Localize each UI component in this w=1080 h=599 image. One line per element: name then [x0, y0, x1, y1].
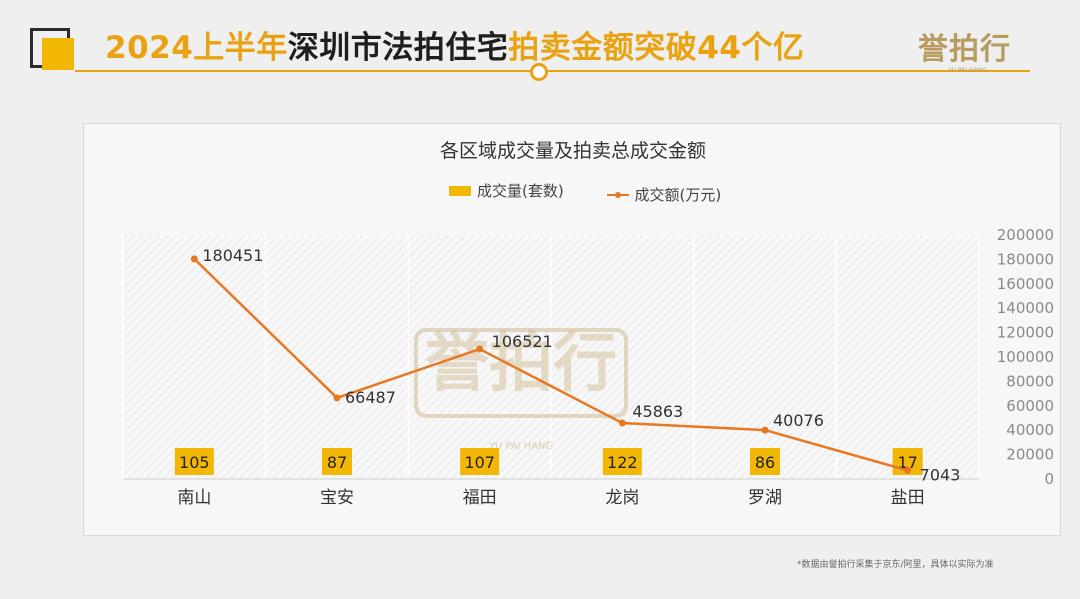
y-axis-tick-label: 40000 — [1006, 421, 1054, 439]
watermark-frame — [414, 328, 628, 418]
line-point — [904, 466, 912, 474]
footnote: *数据由誉拍行采集于京东/阿里，具体以实际为准 — [797, 560, 994, 570]
bar-value-label: 107 — [464, 453, 495, 472]
chart-legend: 成交量(套数) 成交额(万元) — [449, 180, 759, 205]
line-value-label: 45863 — [632, 402, 683, 421]
x-axis-category-label: 宝安 — [320, 488, 354, 508]
brand-logo: 誉拍行 YU PAI HANG — [918, 24, 1010, 74]
line-value-label: 40076 — [773, 411, 824, 430]
legend-item-line: 成交额(万元) — [606, 184, 722, 205]
bar-value-label: 87 — [327, 453, 347, 472]
line-point — [333, 394, 341, 402]
bar — [460, 448, 500, 475]
watermark-text: 誉拍行 — [425, 327, 617, 401]
line-value-label: 7043 — [920, 465, 961, 484]
x-axis-category-label: 罗湖 — [748, 488, 782, 508]
legend-line-swatch — [606, 191, 629, 198]
line-value-label: 66487 — [345, 388, 396, 407]
title-year: 2024上半年 — [105, 30, 288, 66]
title-highlight: 拍卖金额突破44个亿 — [508, 30, 805, 66]
line-point — [618, 419, 626, 427]
legend-line-label: 成交额(万元) — [634, 186, 722, 204]
line-series — [193, 257, 909, 472]
y-axis-tick-label: 80000 — [1006, 372, 1054, 390]
bar — [174, 448, 214, 475]
page-title: 2024上半年深圳市法拍住宅拍卖金额突破44个亿 — [105, 22, 804, 67]
watermark-subtext: YU PAI HANG — [488, 441, 554, 452]
page-header: 2024上半年深圳市法拍住宅拍卖金额突破44个亿 誉拍行 YU PAI HANG — [0, 0, 1080, 90]
y-axis-tick-label: 180000 — [997, 250, 1054, 268]
line-point — [190, 255, 198, 263]
chart-title: 各区域成交量及拍卖总成交金额 — [439, 140, 706, 162]
header-dot — [530, 63, 548, 81]
y-axis-tick-label: 140000 — [997, 299, 1054, 317]
bar-value-label: 122 — [607, 453, 638, 472]
x-axis-category-label: 福田 — [463, 488, 497, 508]
legend-bar-label: 成交量(套数) — [477, 182, 564, 200]
y-axis-tick-label: 100000 — [997, 348, 1054, 366]
y-axis-tick-label: 200000 — [997, 226, 1054, 244]
header-underline — [75, 70, 1030, 72]
line-point — [476, 345, 484, 353]
legend-bar-swatch — [449, 185, 471, 196]
title-subject: 深圳市法拍住宅 — [287, 30, 509, 66]
header-deco-square — [42, 38, 74, 70]
y-axis-tick-label: 120000 — [997, 324, 1054, 342]
bar-value-label: 17 — [897, 453, 917, 472]
logo-subtext: YU PAI HANG — [948, 67, 987, 74]
line-value-label: 180451 — [202, 246, 263, 265]
legend-item-bar: 成交量(套数) — [449, 180, 564, 201]
line-point — [761, 426, 769, 434]
bar — [322, 448, 352, 475]
logo-text: 誉拍行 — [918, 32, 1011, 67]
x-axis-category-label: 盐田 — [891, 488, 925, 508]
chart-card: 各区域成交量及拍卖总成交金额 成交量(套数) 成交额(万元) 誉拍行 YU PAI… — [83, 123, 1061, 536]
x-axis-category-label: 龙岗 — [605, 488, 639, 508]
y-axis-tick-label: 60000 — [1006, 397, 1054, 415]
y-axis-tick-label: 0 — [1044, 470, 1054, 488]
bar — [602, 448, 642, 475]
bar-value-label: 86 — [755, 453, 775, 472]
x-axis-category-label: 南山 — [177, 488, 211, 508]
y-axis-tick-label: 20000 — [1006, 446, 1054, 464]
bar — [750, 448, 780, 475]
line-value-label: 106521 — [492, 332, 553, 351]
chart-plot: 誉拍行 YU PAI HANG 0 20000 40000 60000 80000 10000… — [122, 226, 1054, 508]
y-axis-tick-label: 160000 — [997, 275, 1054, 293]
bar-value-label: 105 — [179, 453, 210, 472]
